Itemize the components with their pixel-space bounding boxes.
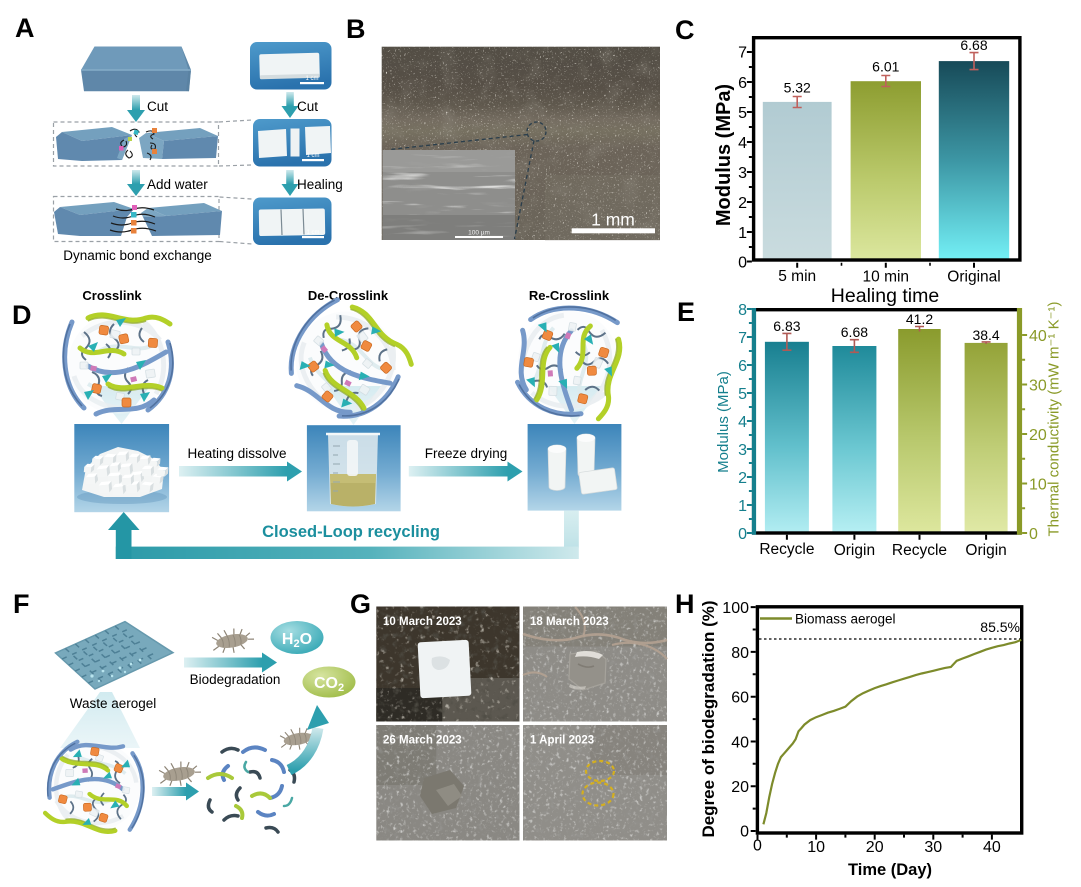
svg-text:B: B bbox=[346, 14, 366, 44]
svg-text:85.5%: 85.5% bbox=[980, 619, 1020, 635]
svg-text:40: 40 bbox=[1029, 328, 1047, 345]
svg-text:Cut: Cut bbox=[147, 99, 168, 114]
svg-text:1 cm: 1 cm bbox=[306, 153, 319, 159]
svg-text:10 min: 10 min bbox=[863, 269, 910, 286]
svg-text:Origin: Origin bbox=[965, 542, 1006, 559]
svg-text:5.32: 5.32 bbox=[784, 80, 811, 96]
svg-text:Origin: Origin bbox=[834, 542, 875, 559]
svg-text:26 March 2023: 26 March 2023 bbox=[383, 735, 462, 747]
svg-text:10: 10 bbox=[1029, 477, 1047, 494]
svg-text:Recycle: Recycle bbox=[759, 541, 814, 558]
svg-text:5: 5 bbox=[738, 105, 747, 122]
svg-text:Healing: Healing bbox=[297, 177, 343, 192]
svg-text:20: 20 bbox=[731, 779, 749, 796]
svg-text:20: 20 bbox=[866, 839, 884, 856]
svg-text:7: 7 bbox=[738, 330, 747, 347]
svg-text:10 March 2023: 10 March 2023 bbox=[383, 616, 462, 628]
svg-text:1 April 2023: 1 April 2023 bbox=[530, 735, 594, 747]
svg-text:1 mm: 1 mm bbox=[591, 210, 635, 230]
svg-text:Modulus (MPa): Modulus (MPa) bbox=[715, 371, 732, 473]
svg-text:4: 4 bbox=[738, 414, 747, 431]
svg-text:10: 10 bbox=[807, 839, 825, 856]
svg-text:0: 0 bbox=[1029, 526, 1038, 543]
svg-text:Time (Day): Time (Day) bbox=[848, 861, 932, 879]
svg-text:Re-Crosslink: Re-Crosslink bbox=[529, 288, 610, 303]
svg-text:80: 80 bbox=[731, 645, 749, 662]
svg-text:G: G bbox=[350, 589, 371, 619]
svg-text:0: 0 bbox=[753, 838, 762, 855]
svg-text:1: 1 bbox=[738, 498, 747, 515]
svg-text:0: 0 bbox=[738, 255, 747, 272]
svg-text:Waste aerogel: Waste aerogel bbox=[70, 696, 157, 711]
svg-text:6: 6 bbox=[738, 75, 747, 92]
svg-text:D: D bbox=[12, 300, 32, 330]
svg-text:Add water: Add water bbox=[147, 177, 208, 192]
svg-text:Recycle: Recycle bbox=[892, 542, 947, 559]
svg-text:Degree of biodegradation (%): Degree of biodegradation (%) bbox=[699, 600, 718, 837]
svg-text:F: F bbox=[13, 589, 30, 619]
svg-text:Dynamic bond exchange: Dynamic bond exchange bbox=[63, 248, 212, 263]
svg-text:38.4: 38.4 bbox=[972, 327, 999, 343]
svg-text:C: C bbox=[675, 15, 695, 45]
svg-text:Heating dissolve: Heating dissolve bbox=[187, 446, 286, 461]
svg-text:8: 8 bbox=[738, 302, 747, 319]
svg-text:Closed-Loop recycling: Closed-Loop recycling bbox=[262, 523, 440, 541]
svg-text:3: 3 bbox=[738, 165, 747, 182]
svg-text:H: H bbox=[675, 589, 695, 619]
svg-text:1 cm: 1 cm bbox=[305, 76, 318, 82]
svg-text:1: 1 bbox=[738, 225, 747, 242]
svg-text:30: 30 bbox=[1029, 378, 1047, 395]
svg-text:3: 3 bbox=[738, 442, 747, 459]
svg-text:Original: Original bbox=[947, 269, 1000, 286]
svg-text:40: 40 bbox=[731, 735, 749, 752]
svg-text:1 cm: 1 cm bbox=[306, 230, 319, 236]
svg-text:E: E bbox=[677, 297, 695, 327]
svg-text:7: 7 bbox=[738, 45, 747, 62]
svg-text:5 min: 5 min bbox=[778, 268, 816, 285]
svg-text:6.83: 6.83 bbox=[773, 318, 800, 334]
svg-text:30: 30 bbox=[924, 839, 942, 856]
svg-text:6.68: 6.68 bbox=[960, 37, 987, 53]
svg-text:41.2: 41.2 bbox=[906, 311, 933, 327]
svg-text:Healing time: Healing time bbox=[831, 285, 939, 307]
svg-text:A: A bbox=[15, 13, 35, 43]
svg-text:Freeze drying: Freeze drying bbox=[425, 446, 508, 461]
svg-text:40: 40 bbox=[983, 839, 1001, 856]
svg-text:60: 60 bbox=[731, 690, 749, 707]
svg-text:4: 4 bbox=[738, 135, 747, 152]
svg-text:5: 5 bbox=[738, 386, 747, 403]
svg-text:100 µm: 100 µm bbox=[468, 230, 490, 237]
svg-text:2: 2 bbox=[738, 195, 747, 212]
svg-text:De-Crosslink: De-Crosslink bbox=[308, 288, 389, 303]
svg-text:100: 100 bbox=[722, 600, 749, 617]
svg-text:6.01: 6.01 bbox=[872, 59, 899, 75]
svg-text:Biomass aerogel: Biomass aerogel bbox=[795, 612, 896, 627]
svg-text:6.68: 6.68 bbox=[841, 324, 868, 340]
svg-text:2: 2 bbox=[738, 470, 747, 487]
svg-text:H2O: H2O bbox=[282, 631, 312, 650]
svg-text:Modulus (MPa): Modulus (MPa) bbox=[713, 84, 735, 226]
svg-text:18 March 2023: 18 March 2023 bbox=[530, 616, 609, 628]
svg-text:20: 20 bbox=[1029, 427, 1047, 444]
svg-text:6: 6 bbox=[738, 358, 747, 375]
svg-text:0: 0 bbox=[740, 824, 749, 841]
svg-text:Biodegradation: Biodegradation bbox=[190, 672, 281, 687]
svg-text:Thermal conductivity (mW m⁻¹ K: Thermal conductivity (mW m⁻¹ K⁻¹) bbox=[1046, 301, 1063, 536]
svg-text:0: 0 bbox=[738, 526, 747, 543]
svg-text:CO2: CO2 bbox=[314, 675, 344, 694]
svg-text:Crosslink: Crosslink bbox=[82, 288, 142, 303]
svg-text:Cut: Cut bbox=[297, 99, 318, 114]
